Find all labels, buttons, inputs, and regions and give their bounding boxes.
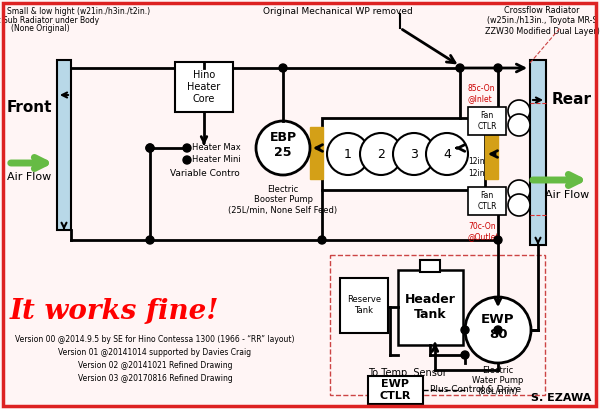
Circle shape: [279, 64, 287, 72]
Bar: [530, 60, 546, 245]
Text: Header
Tank: Header Tank: [404, 293, 455, 321]
Circle shape: [494, 64, 502, 72]
Text: Version 03 @20170816 Refined Drawing: Version 03 @20170816 Refined Drawing: [77, 374, 232, 383]
Text: Electric
Booster Pump
(25L/min, None Self Feed): Electric Booster Pump (25L/min, None Sel…: [229, 185, 338, 215]
Bar: [398, 270, 463, 345]
Circle shape: [465, 297, 531, 363]
Text: To Temp. Sensor: To Temp. Sensor: [368, 368, 446, 378]
Text: Original Mechanical WP removed: Original Mechanical WP removed: [263, 7, 413, 16]
Bar: [330, 255, 545, 395]
Bar: [368, 376, 423, 404]
Circle shape: [456, 64, 464, 72]
Text: Crossflow Radiator
(w25in./h13in., Toyota MR-S
ZZW30 Modified Dual Layer): Crossflow Radiator (w25in./h13in., Toyot…: [485, 6, 599, 36]
Circle shape: [508, 114, 530, 136]
Circle shape: [146, 236, 154, 244]
Text: Rear: Rear: [552, 92, 592, 108]
Text: Version 01 @20141014 supported by Davies Craig: Version 01 @20141014 supported by Davies…: [58, 348, 251, 357]
Text: S. EZAWA: S. EZAWA: [530, 393, 591, 403]
Bar: [322, 118, 485, 190]
Text: Hino
Heater
Core: Hino Heater Core: [187, 70, 221, 103]
Text: Front Sub Radiator under Body: Front Sub Radiator under Body: [0, 16, 99, 25]
Circle shape: [183, 156, 191, 164]
Text: EBP
25: EBP 25: [269, 131, 296, 159]
Text: 3: 3: [410, 148, 418, 160]
Text: Air Flow: Air Flow: [7, 172, 51, 182]
Bar: [340, 278, 388, 333]
Circle shape: [318, 236, 326, 244]
Text: Version 00 @2014.9.5 by SE for Hino Contessa 1300 (1966 - “RR” layout): Version 00 @2014.9.5 by SE for Hino Cont…: [15, 335, 295, 344]
Circle shape: [461, 326, 469, 334]
Bar: [420, 260, 440, 272]
Text: 70c-On
@Outlet: 70c-On @Outlet: [468, 222, 499, 241]
Text: Version 02 @20141021 Refined Drawing: Version 02 @20141021 Refined Drawing: [78, 361, 232, 370]
Text: Heater Mini: Heater Mini: [192, 155, 241, 164]
Circle shape: [256, 121, 310, 175]
Text: It works fine!: It works fine!: [10, 298, 220, 325]
Text: Front: Front: [7, 101, 53, 115]
Text: Heater Max: Heater Max: [192, 144, 241, 153]
Text: Small & low hight (w21in./h3in./t2in.): Small & low hight (w21in./h3in./t2in.): [7, 7, 150, 16]
Bar: [468, 187, 506, 215]
Circle shape: [494, 326, 502, 334]
Text: 12in: 12in: [468, 157, 485, 166]
Text: Plus Control & Drive: Plus Control & Drive: [430, 386, 521, 395]
Circle shape: [146, 144, 154, 152]
Text: Variable Contro: Variable Contro: [170, 169, 240, 178]
Text: Reserve
Tank: Reserve Tank: [347, 295, 381, 315]
Text: Electric
Water Pump
(80L/min): Electric Water Pump (80L/min): [472, 366, 524, 396]
Circle shape: [146, 144, 154, 152]
Text: Fan
CTLR: Fan CTLR: [477, 111, 497, 131]
Text: 2: 2: [377, 148, 385, 160]
Text: 1: 1: [344, 148, 352, 160]
Circle shape: [494, 236, 502, 244]
Text: Air Flow: Air Flow: [545, 190, 589, 200]
Text: 4: 4: [443, 148, 451, 160]
Circle shape: [360, 133, 402, 175]
Circle shape: [426, 133, 468, 175]
Bar: [310, 127, 323, 179]
Circle shape: [508, 194, 530, 216]
Circle shape: [461, 351, 469, 359]
Bar: [175, 62, 233, 112]
Circle shape: [183, 144, 191, 152]
Bar: [485, 127, 498, 179]
Circle shape: [508, 180, 530, 202]
Text: Fan
CTLR: Fan CTLR: [477, 191, 497, 211]
Circle shape: [393, 133, 435, 175]
Text: 85c-On
@Inlet: 85c-On @Inlet: [468, 83, 496, 103]
Text: EWP
80: EWP 80: [481, 313, 515, 341]
Circle shape: [508, 100, 530, 122]
Text: (None Original): (None Original): [11, 24, 70, 33]
Text: EWP
CTLR: EWP CTLR: [379, 379, 410, 401]
Text: 12in: 12in: [468, 169, 485, 178]
Bar: [468, 107, 506, 135]
Bar: [57, 60, 71, 230]
Circle shape: [327, 133, 369, 175]
